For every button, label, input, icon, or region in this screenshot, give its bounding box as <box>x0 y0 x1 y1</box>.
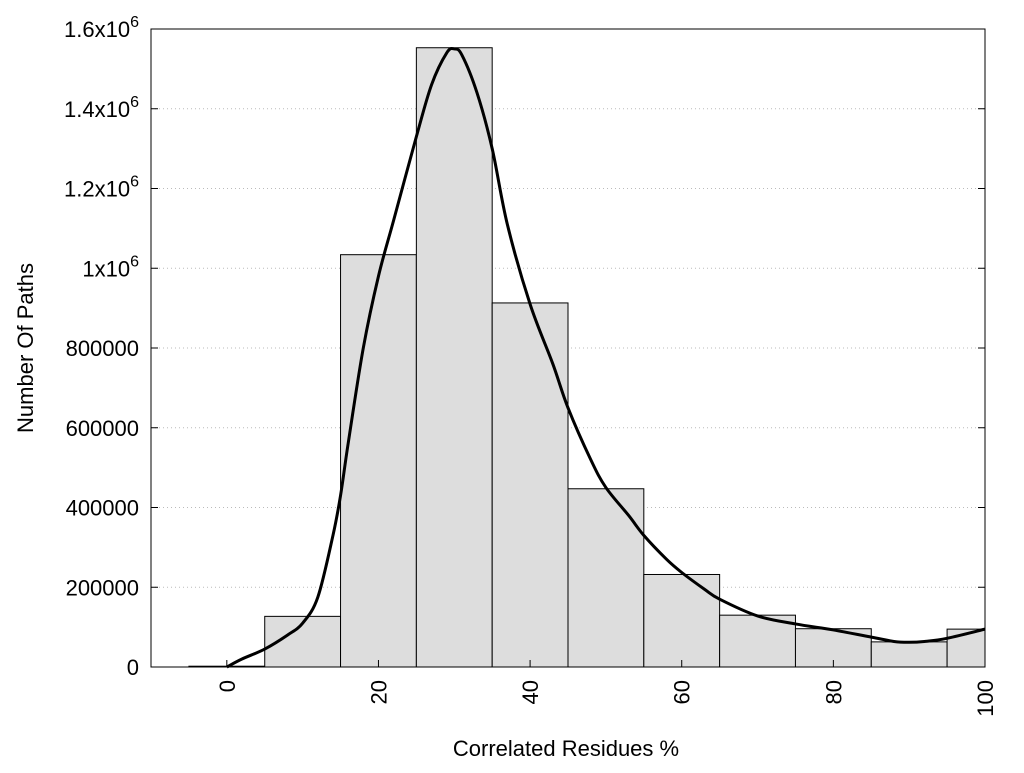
x-tick-label: 100 <box>973 680 998 717</box>
histogram-bar <box>643 573 721 668</box>
y-tick-label-base: 1x10 <box>82 256 130 281</box>
y-tick-label: 400000 <box>66 496 139 521</box>
x-tick-label: 0 <box>215 680 240 692</box>
y-tick-label-base: 1.4x10 <box>64 97 130 122</box>
y-tick-label: 1x106 <box>82 253 139 281</box>
histogram-bar <box>491 302 569 668</box>
x-tick-label: 60 <box>670 680 695 704</box>
y-tick-label: 1.4x106 <box>64 94 139 122</box>
x-tick-label: 40 <box>518 680 543 704</box>
y-tick-label: 200000 <box>66 575 139 600</box>
y-axis-title: Number Of Paths <box>13 263 38 433</box>
x-axis-title: Correlated Residues % <box>453 736 679 761</box>
y-tick-label: 1.2x106 <box>64 174 139 202</box>
y-tick-label: 0 <box>127 655 139 680</box>
histogram-bar <box>567 488 645 668</box>
histogram-bar <box>340 254 417 668</box>
x-tick-label: 80 <box>821 680 846 704</box>
y-tick-label-exponent: 6 <box>130 253 139 270</box>
y-tick-label: 600000 <box>66 416 139 441</box>
histogram-bar <box>415 47 493 668</box>
y-tick-label: 1.6x106 <box>64 14 139 42</box>
y-tick-label-base: 1.2x10 <box>64 177 130 202</box>
y-tick-label: 800000 <box>66 336 139 361</box>
y-tick-label-exponent: 6 <box>130 14 139 31</box>
y-tick-label-exponent: 6 <box>130 94 139 111</box>
y-tick-label-exponent: 6 <box>130 174 139 191</box>
histogram-bar <box>719 614 796 668</box>
histogram-bar <box>870 641 948 668</box>
x-tick-label: 20 <box>366 680 391 704</box>
density-curve <box>226 46 986 669</box>
y-tick-label-base: 1.6x10 <box>64 17 130 42</box>
